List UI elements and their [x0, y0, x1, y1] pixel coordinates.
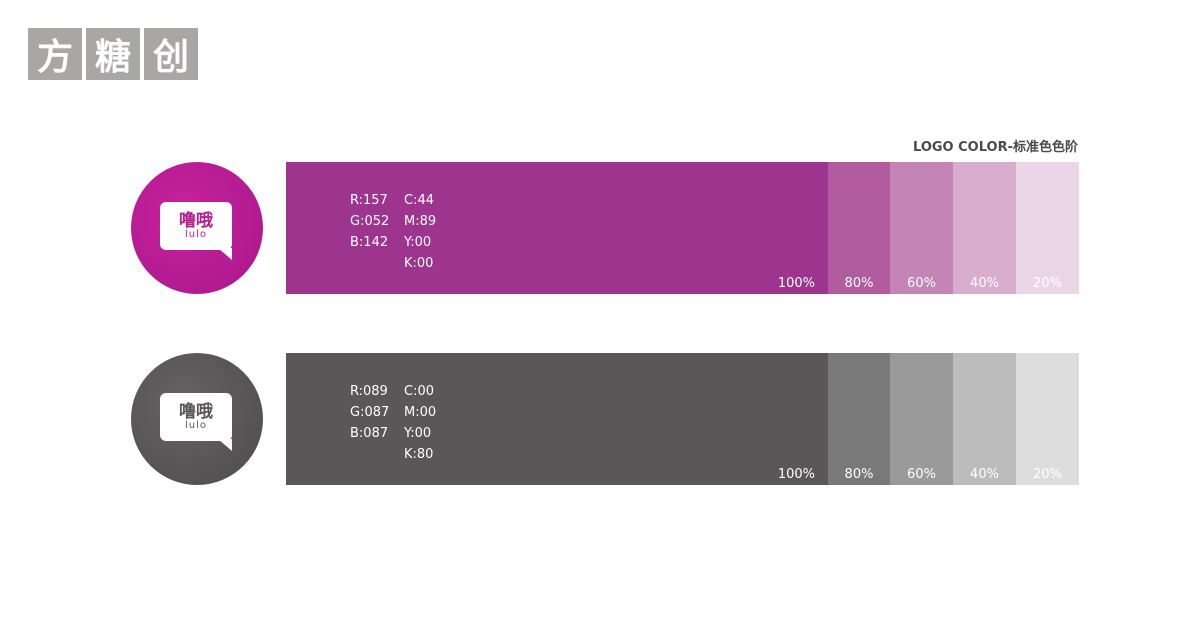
- cmyk-value: Y:00: [404, 235, 432, 250]
- rgb-value: B:142: [350, 235, 389, 250]
- color-scale-bar: R:157 C:44 G:052 M:89 B:142 Y:00 K:00 100% …: [286, 162, 1079, 294]
- cmyk-value: M:00: [404, 405, 437, 420]
- tint-swatch: 60%: [890, 162, 953, 294]
- logo-text: 噜哦: [179, 210, 213, 231]
- cmyk-value: K:00: [404, 256, 434, 271]
- rgb-value: R:157: [350, 193, 388, 208]
- logo-subtext: lulo: [184, 228, 207, 240]
- tint-label: 40%: [970, 467, 999, 482]
- tint-label: 80%: [844, 276, 874, 291]
- brand-char: 创: [144, 28, 198, 80]
- color-row-magenta: 噜哦 lulo R:157 C:44 G:052 M:89 B:142 Y:00 K:…: [0, 162, 1200, 294]
- tint-label: 80%: [844, 467, 874, 482]
- logo-text: 噜哦: [179, 401, 213, 422]
- rgb-value: R:089: [350, 384, 388, 399]
- cmyk-value: Y:00: [404, 426, 432, 441]
- tint-swatch: 60%: [890, 353, 953, 485]
- tint-swatch: 80%: [828, 162, 890, 294]
- color-row-gray: 噜哦 lulo R:089 C:00 G:087 M:00 B:087 Y:00 K:…: [0, 353, 1200, 485]
- cmyk-value: K:80: [404, 447, 434, 462]
- tint-label: 20%: [1033, 467, 1062, 482]
- tint-swatch: 20%: [1016, 353, 1079, 485]
- tint-swatch: 40%: [953, 162, 1016, 294]
- chat-bubble-logo: 噜哦 lulo: [160, 202, 232, 260]
- tint-label: 60%: [907, 467, 936, 482]
- tint-label: 60%: [907, 276, 936, 291]
- rgb-value: B:087: [350, 426, 389, 441]
- color-values: R:089 C:00 G:087 M:00 B:087 Y:00 K:80: [350, 381, 444, 465]
- rgb-value: G:052: [350, 214, 390, 229]
- cmyk-value: C:00: [404, 384, 434, 399]
- logo-subtext: lulo: [184, 419, 207, 431]
- brand-logo: 方 糖 创: [28, 28, 198, 80]
- tint-swatch: 80%: [828, 353, 890, 485]
- color-scale-bar: R:089 C:00 G:087 M:00 B:087 Y:00 K:80 100% …: [286, 353, 1079, 485]
- cmyk-value: C:44: [404, 193, 434, 208]
- chat-bubble-logo: 噜哦 lulo: [160, 393, 232, 451]
- tint-swatch: 40%: [953, 353, 1016, 485]
- tint-label: 40%: [970, 276, 999, 291]
- tint-label: 100%: [777, 276, 815, 291]
- logo-circle: 噜哦 lulo: [131, 162, 263, 294]
- logo-circle: 噜哦 lulo: [131, 353, 263, 485]
- tint-swatch: R:157 C:44 G:052 M:89 B:142 Y:00 K:00 100%: [286, 162, 828, 294]
- tint-label: 100%: [777, 467, 815, 482]
- color-values: R:157 C:44 G:052 M:89 B:142 Y:00 K:00: [350, 190, 444, 274]
- tint-swatch: 20%: [1016, 162, 1079, 294]
- rgb-value: G:087: [350, 405, 390, 420]
- brand-char: 糖: [86, 28, 140, 80]
- tint-swatch: R:089 C:00 G:087 M:00 B:087 Y:00 K:80 100%: [286, 353, 828, 485]
- section-title: LOGO COLOR-标准色色阶: [913, 140, 1078, 155]
- brand-char: 方: [28, 28, 82, 80]
- cmyk-value: M:89: [404, 214, 437, 229]
- tint-label: 20%: [1033, 276, 1062, 291]
